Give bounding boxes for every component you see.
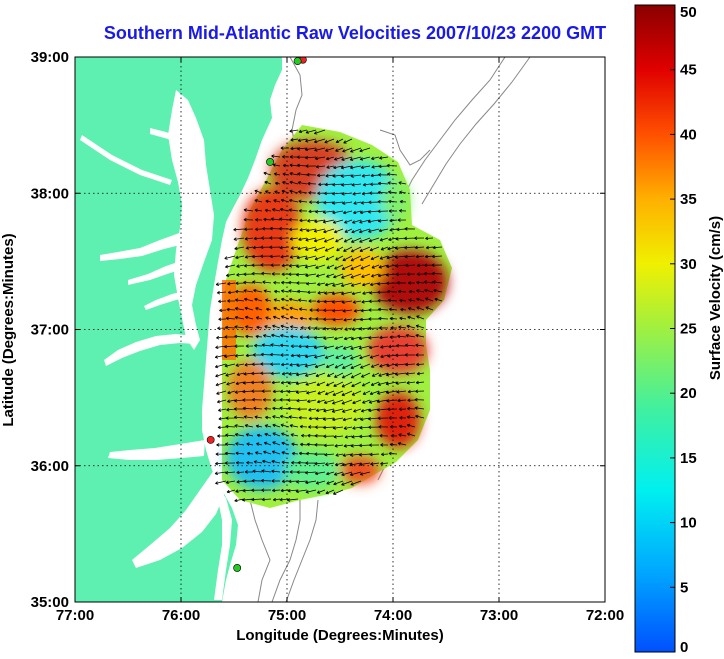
pamlico-sound <box>132 470 224 568</box>
colorbar-tick-label: 40 <box>680 126 697 143</box>
x-axis-ticks: 77:00 76:00 75:00 74:00 73:00 72:00 <box>56 57 624 624</box>
colorbar-tick-label: 0 <box>680 639 688 656</box>
x-tick-label: 76:00 <box>162 607 200 624</box>
velocity-vectors <box>214 129 443 503</box>
x-tick-label: 77:00 <box>56 607 94 624</box>
x-tick-label: 72:00 <box>586 607 624 624</box>
colorbar-tick-label: 20 <box>680 385 697 402</box>
station-marker <box>233 564 242 572</box>
colorbar-tick-label: 35 <box>680 191 697 208</box>
station-marker <box>206 435 215 444</box>
colorbar <box>634 4 676 653</box>
colorbar-tick-label: 15 <box>680 450 697 467</box>
x-tick-label: 73:00 <box>480 607 518 624</box>
colorbar-tick-label: 25 <box>680 321 697 338</box>
colorbar-tick-label: 50 <box>680 4 697 21</box>
river-choptank <box>150 128 204 158</box>
colorbar-tick-label: 5 <box>680 579 688 596</box>
x-axis-label: Longitude (Degrees:Minutes) <box>236 627 444 644</box>
station-marker <box>293 57 302 65</box>
sound-channel <box>208 480 232 600</box>
river-york <box>144 290 190 310</box>
colorbar-label: Surface Velocity (cm/s) <box>707 216 724 380</box>
station-marker <box>266 158 274 166</box>
river-rappahannock <box>128 260 188 285</box>
colorbar-tick-label: 30 <box>680 256 697 273</box>
y-tick-label: 39:00 <box>31 49 69 66</box>
river-potomac <box>100 232 184 261</box>
map-grid <box>75 57 605 602</box>
river-eastern-shore <box>80 135 172 185</box>
x-tick-label: 75:00 <box>268 607 306 624</box>
y-axis-ticks: 39:00 38:00 37:00 36:00 35:00 <box>31 49 605 611</box>
vector-arrows <box>214 129 443 503</box>
station-markers <box>206 57 307 572</box>
y-tick-label: 38:00 <box>31 185 69 202</box>
map-title: Southern Mid-Atlantic Raw Velocities 200… <box>103 23 607 43</box>
x-tick-label: 74:00 <box>374 607 412 624</box>
y-tick-label: 35:00 <box>31 594 69 611</box>
y-axis-label: Latitude (Degrees:Minutes) <box>0 233 17 426</box>
colorbar-tick-label: 10 <box>680 515 697 532</box>
y-tick-label: 37:00 <box>31 322 69 339</box>
velocity-edge-west <box>222 280 236 360</box>
y-tick-label: 36:00 <box>31 458 69 475</box>
colorbar-tick-label: 45 <box>680 62 697 79</box>
river-james <box>104 334 196 366</box>
